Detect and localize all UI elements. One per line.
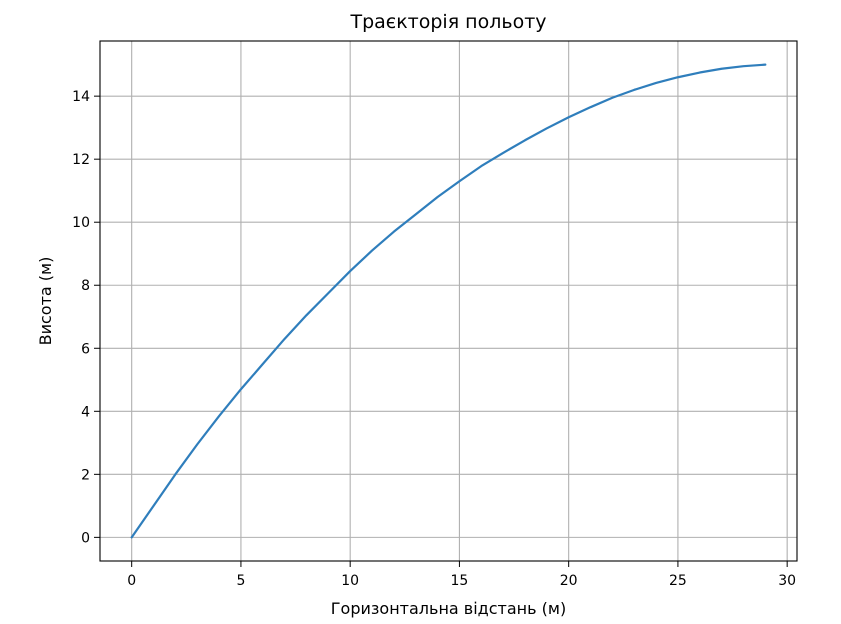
plot-frame (99, 40, 798, 562)
y-tick-label: 4 (81, 404, 90, 420)
y-tick-label: 8 (81, 278, 90, 294)
chart-title: Траєкторія польоту (349, 11, 546, 33)
axis-ticks: 0 5 10 15 20 25 30 0 2 4 6 8 10 12 14 (72, 89, 796, 589)
x-tick-label: 5 (236, 573, 245, 589)
y-tick-label: 2 (81, 467, 90, 483)
x-tick-label: 0 (127, 573, 136, 589)
y-tick-label: 10 (72, 215, 90, 231)
y-tick-label: 0 (81, 530, 90, 546)
grid-lines (100, 41, 797, 561)
x-tick-label: 25 (669, 573, 687, 589)
x-tick-label: 10 (341, 573, 359, 589)
y-tick-label: 14 (72, 89, 90, 105)
x-tick-label: 15 (451, 573, 469, 589)
x-axis-label: Горизонтальна відстань (м) (331, 599, 566, 618)
series-layer (130, 63, 767, 539)
x-tick-label: 20 (560, 573, 578, 589)
trajectory-line (130, 63, 767, 539)
y-axis-label: Висота (м) (36, 257, 55, 346)
y-tick-label: 12 (72, 152, 90, 168)
y-tick-label: 6 (81, 341, 90, 357)
x-tick-label: 30 (778, 573, 796, 589)
